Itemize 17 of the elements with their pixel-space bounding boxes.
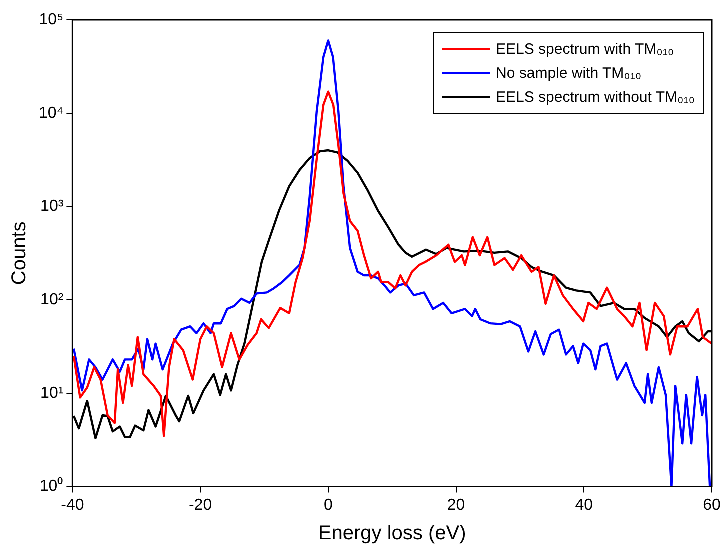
x-tick-label: 20 — [447, 496, 466, 514]
legend-label: EELS spectrum without TM₀₁₀ — [496, 88, 695, 106]
y-axis-title: Counts — [8, 222, 31, 286]
x-tick-label: -40 — [61, 496, 84, 514]
x-tick-label: -20 — [188, 496, 212, 514]
x-tick-label: 40 — [575, 496, 594, 514]
y-tick-label: 10² — [40, 291, 64, 308]
legend-label: EELS spectrum with TM₀₁₀ — [496, 40, 674, 58]
x-tick-label: 0 — [324, 496, 333, 514]
y-tick-label: 10⁴ — [39, 104, 64, 122]
y-tick-label: 10⁵ — [39, 11, 64, 28]
legend-label: No sample with TM₀₁₀ — [496, 64, 642, 82]
y-tick-label: 10⁰ — [40, 477, 64, 496]
x-axis-title: Energy loss (eV) — [318, 522, 466, 545]
x-tick-label: 60 — [703, 496, 721, 514]
y-tick-label: 10¹ — [40, 384, 64, 402]
y-tick-label: 10³ — [40, 198, 64, 216]
